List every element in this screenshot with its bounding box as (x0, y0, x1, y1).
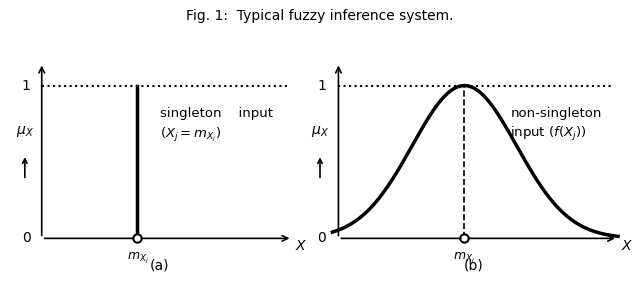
Text: $\mu_X$: $\mu_X$ (311, 124, 329, 139)
Text: (b): (b) (464, 259, 483, 273)
Text: $X$: $X$ (621, 239, 634, 253)
Text: Fig. 1:  Typical fuzzy inference system.: Fig. 1: Typical fuzzy inference system. (186, 9, 454, 22)
Text: 0: 0 (317, 231, 326, 245)
Text: $X$: $X$ (295, 239, 307, 253)
Text: $(X_j = m_{X_j})$: $(X_j = m_{X_j})$ (160, 126, 221, 143)
Text: 0: 0 (22, 231, 31, 245)
Text: (a): (a) (150, 259, 170, 273)
Text: non-singleton: non-singleton (511, 106, 602, 120)
Text: 1: 1 (22, 79, 31, 93)
Text: 1: 1 (317, 79, 326, 93)
Text: $m_{X_j}$: $m_{X_j}$ (454, 250, 476, 266)
Text: $\mu_X$: $\mu_X$ (16, 124, 34, 139)
Text: singleton    input: singleton input (160, 106, 273, 120)
Text: input $(f(X_j))$: input $(f(X_j))$ (511, 126, 587, 143)
Text: $m_{X_j}$: $m_{X_j}$ (127, 250, 148, 266)
